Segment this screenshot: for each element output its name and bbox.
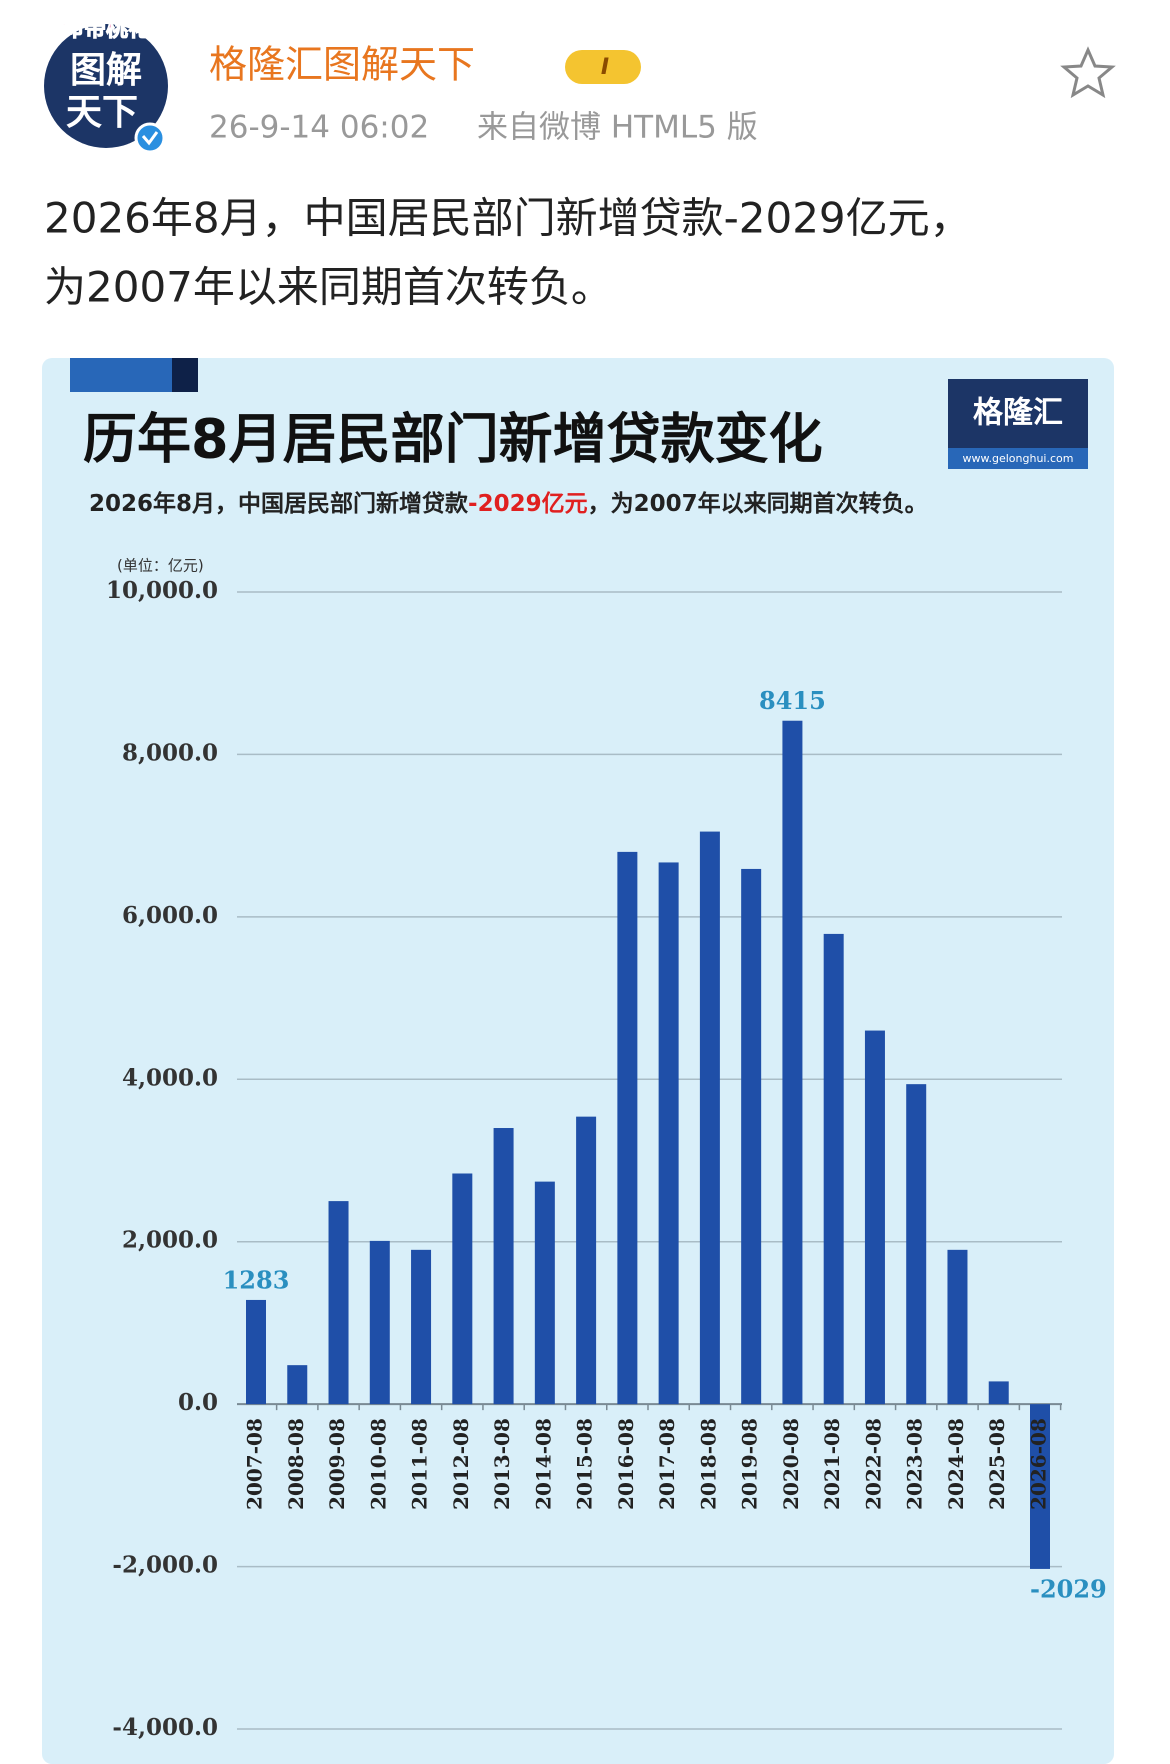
bar: [823, 933, 844, 1405]
chart-subtitle: 2026年8月，中国居民部门新增贷款-2029亿元，为2007年以来同期首次转负…: [89, 490, 928, 517]
logo-url: www.gelonghui.com: [963, 452, 1074, 465]
x-tick-label: 2022-08: [861, 1418, 885, 1510]
value-label: 1283: [223, 1265, 290, 1294]
x-tick-label: 2021-08: [820, 1418, 844, 1510]
bar: [246, 1299, 266, 1405]
post-time: 26-9-14 06:02: [209, 110, 429, 146]
bar: [1030, 1404, 1050, 1569]
y-tick-label: 4,000.0: [122, 1064, 218, 1091]
y-tick-label: 0.0: [178, 1389, 218, 1416]
subtitle-part: 2026年8月，中国居民部门新增贷款: [89, 490, 469, 517]
bar: [617, 851, 638, 1405]
x-tick-label: 2008-08: [284, 1418, 308, 1510]
chart-title: 历年8月居民部门新增贷款变化: [83, 408, 823, 471]
user-name[interactable]: 格隆汇图解天下: [209, 43, 475, 87]
post-text: 为2007年以来同期首次转负。: [44, 263, 613, 312]
x-tick-label: 2025-08: [985, 1418, 1009, 1510]
bar: [452, 1173, 473, 1405]
bar: [906, 1084, 927, 1405]
bar: [988, 1381, 1009, 1405]
y-tick-label: 10,000.0: [106, 577, 218, 604]
tab: [70, 358, 172, 392]
x-tick-label: 2019-08: [738, 1418, 762, 1510]
logo-name: 格隆汇: [973, 396, 1063, 431]
x-tick-label: 2023-08: [903, 1418, 927, 1510]
value-label: 8415: [759, 686, 826, 715]
verified-icon: [134, 122, 166, 154]
favorite-star[interactable]: [1060, 46, 1116, 99]
plot: -4,000.0 -2,000.0 0.0 2,000.0 4,000.0 6,000.0…: [106, 577, 1107, 1741]
x-tick-label: 2014-08: [531, 1418, 555, 1510]
logo-strip: [948, 448, 1088, 469]
avatar-text: 图解: [70, 50, 142, 91]
bar: [328, 1201, 349, 1405]
x-tick-label: 2024-08: [944, 1418, 968, 1510]
verified-check: [141, 131, 159, 146]
bar: [741, 868, 762, 1405]
y-tick-label: 2,000.0: [122, 1227, 218, 1254]
x-tick-label: 2010-08: [366, 1418, 390, 1510]
level: I: [601, 55, 609, 80]
y-tick-label: 6,000.0: [122, 902, 218, 929]
unit-label: (单位：亿元): [117, 557, 204, 575]
x-tick-label: 2015-08: [573, 1418, 597, 1510]
x-tick-label: 2020-08: [779, 1418, 803, 1510]
tab: [172, 358, 198, 392]
x-tick-label: 2012-08: [449, 1418, 473, 1510]
bar: [699, 831, 720, 1405]
x-tick-label: 2018-08: [696, 1418, 720, 1510]
bar: [864, 1030, 885, 1405]
post-source: 来自微博 HTML5 版: [477, 110, 758, 146]
bar: [287, 1365, 308, 1405]
level-badge: [565, 50, 641, 84]
y-tick-label: 8,000.0: [122, 739, 218, 766]
y-tick-label: -2,000.0: [112, 1552, 218, 1579]
bar: [411, 1249, 432, 1405]
x-tick-label: 2007-08: [243, 1418, 267, 1510]
avatar-badge: 命带桃花: [62, 16, 150, 42]
post-text: 2026年8月，中国居民部门新增贷款-2029亿元，: [44, 194, 972, 243]
x-tick-label: 2017-08: [655, 1418, 679, 1510]
x-tick-label: 2026-08: [1027, 1418, 1051, 1510]
bar: [947, 1249, 968, 1405]
bar: [369, 1240, 390, 1405]
bar: [658, 862, 679, 1405]
avatar-text: 天下: [66, 92, 138, 133]
bar: [493, 1128, 514, 1405]
avatar[interactable]: [44, 24, 168, 148]
x-tick-label: 2009-08: [325, 1418, 349, 1510]
bar: [782, 720, 803, 1405]
x-tick-label: 2011-08: [408, 1418, 432, 1510]
subtitle-highlight: -2029亿元: [468, 491, 588, 517]
bar: [576, 1116, 597, 1405]
x-tick-label: 2016-08: [614, 1418, 638, 1510]
bar: [534, 1181, 555, 1405]
y-tick-label: -4,000.0: [112, 1714, 218, 1741]
chart-panel[interactable]: [42, 358, 1114, 1764]
value-label: -2029: [1030, 1574, 1107, 1603]
subtitle-part: ，为2007年以来同期首次转负。: [588, 490, 928, 517]
x-tick-label: 2013-08: [490, 1418, 514, 1510]
